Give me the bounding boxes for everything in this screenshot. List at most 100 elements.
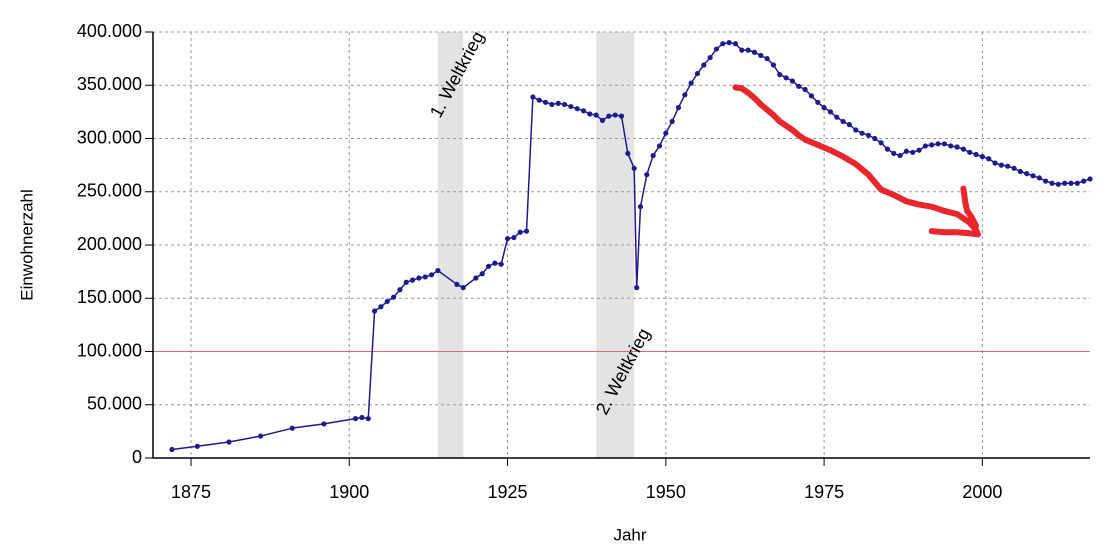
data-point <box>935 141 941 147</box>
data-point <box>865 132 872 138</box>
data-point <box>1017 168 1023 175</box>
data-point <box>1055 181 1061 187</box>
data-point <box>701 62 707 68</box>
y-tick-label: 0 <box>132 447 142 467</box>
data-point <box>656 143 663 149</box>
series-line <box>732 84 981 238</box>
data-point <box>986 156 992 162</box>
data-point <box>802 86 808 93</box>
data-point <box>504 236 511 242</box>
data-point <box>1024 171 1030 177</box>
data-point <box>422 274 428 280</box>
data-point <box>751 49 758 55</box>
data-point <box>720 41 726 47</box>
data-point <box>523 228 530 234</box>
data-point <box>606 113 612 119</box>
data-point <box>815 99 821 105</box>
data-point <box>454 281 460 288</box>
data-point <box>884 146 891 152</box>
data-point <box>479 271 485 277</box>
data-point <box>403 279 409 285</box>
x-tick-label: 2000 <box>962 482 1002 502</box>
data-point <box>840 118 846 125</box>
data-point <box>517 229 523 235</box>
data-point <box>593 112 599 118</box>
data-point <box>498 261 504 267</box>
data-point <box>397 287 403 293</box>
data-point <box>1087 176 1093 182</box>
data-point <box>536 97 542 103</box>
data-point <box>1074 180 1080 186</box>
data-point <box>359 414 365 421</box>
data-point <box>739 47 745 53</box>
data-point <box>859 130 865 136</box>
data-point <box>770 62 777 68</box>
data-point <box>625 150 631 157</box>
data-point <box>365 415 371 422</box>
data-point <box>416 275 422 281</box>
data-point <box>321 421 327 427</box>
data-point <box>846 122 853 128</box>
data-point <box>675 105 682 111</box>
data-point <box>967 149 973 155</box>
data-point <box>409 277 416 283</box>
data-point <box>796 83 802 89</box>
y-tick-label: 250.000 <box>77 181 142 201</box>
data-point <box>853 127 859 133</box>
data-point <box>916 147 922 153</box>
data-point <box>169 446 175 453</box>
data-point <box>530 94 536 100</box>
data-point <box>1062 180 1068 186</box>
data-point <box>428 272 435 278</box>
y-tick-label: 100.000 <box>77 340 142 360</box>
x-tick-label: 1975 <box>804 482 844 502</box>
data-point <box>599 117 606 123</box>
data-point <box>384 298 390 305</box>
data-point <box>726 40 732 46</box>
data-point <box>979 154 985 160</box>
data-point <box>897 152 903 159</box>
data-point <box>542 99 549 105</box>
data-point <box>663 130 669 136</box>
data-point <box>555 100 561 106</box>
data-point <box>568 103 574 110</box>
data-point <box>669 118 675 125</box>
data-point <box>1030 173 1036 179</box>
data-point <box>713 46 720 52</box>
data-point <box>783 75 789 81</box>
data-point <box>821 105 827 111</box>
data-point <box>910 149 916 155</box>
y-tick-label: 150.000 <box>77 287 142 307</box>
y-tick-label: 50.000 <box>87 394 142 414</box>
data-point <box>1049 180 1055 186</box>
data-point <box>644 172 650 178</box>
data-point <box>707 54 713 61</box>
data-point <box>960 146 966 152</box>
data-point <box>631 165 637 171</box>
data-point <box>574 106 580 112</box>
data-point <box>998 162 1004 168</box>
data-point <box>352 415 359 422</box>
data-point <box>1043 178 1049 184</box>
data-point <box>992 160 998 166</box>
data-point <box>194 443 200 449</box>
data-point <box>1081 178 1087 184</box>
data-point <box>618 113 625 119</box>
x-tick-label: 1900 <box>329 482 369 502</box>
data-point <box>612 112 618 118</box>
data-point <box>460 285 466 291</box>
data-point <box>745 47 751 53</box>
data-point <box>511 234 517 241</box>
data-point <box>682 92 688 98</box>
data-point <box>891 150 897 157</box>
data-point <box>371 308 378 314</box>
data-point <box>878 140 884 146</box>
data-point <box>694 70 701 77</box>
data-point <box>732 41 739 47</box>
data-point <box>226 439 232 445</box>
data-point <box>789 78 796 84</box>
data-point <box>929 142 935 148</box>
data-point <box>492 260 498 266</box>
data-point <box>390 294 397 300</box>
